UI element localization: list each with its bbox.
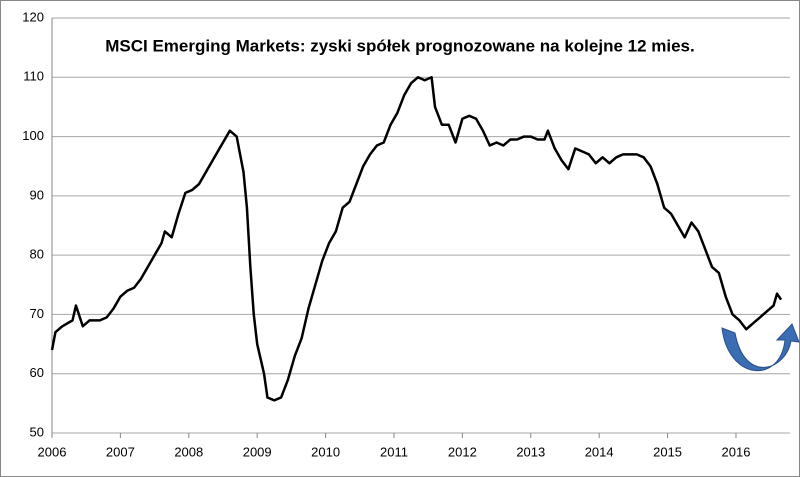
chart-title: MSCI Emerging Markets: zyski spółek prog… bbox=[105, 36, 695, 55]
plot-area: 50 60 70 80 90 100 110 120 2006 2007 2008 2009 2010 2… bbox=[22, 9, 790, 459]
x-tick-label: 2014 bbox=[585, 444, 614, 459]
x-tick-label: 2009 bbox=[243, 444, 272, 459]
x-tick-label: 2015 bbox=[653, 444, 682, 459]
line-series bbox=[50, 76, 783, 402]
arrow-icon bbox=[721, 323, 800, 372]
x-tick-label: 2012 bbox=[448, 444, 477, 459]
x-tick-label: 2008 bbox=[174, 444, 203, 459]
x-tick-label: 2007 bbox=[106, 444, 135, 459]
y-tick-label: 120 bbox=[22, 9, 44, 24]
y-tick-label: 110 bbox=[23, 69, 44, 84]
y-tick-label: 70 bbox=[30, 306, 44, 321]
y-tick-label: 50 bbox=[30, 424, 44, 439]
x-tick-label: 2010 bbox=[311, 444, 340, 459]
x-tick-label: 2011 bbox=[380, 444, 408, 459]
y-tick-label: 100 bbox=[22, 128, 44, 143]
x-tick-label: 2006 bbox=[38, 444, 67, 459]
x-tick-label: 2013 bbox=[516, 444, 545, 459]
y-tick-label: 90 bbox=[30, 187, 44, 202]
y-tick-label: 80 bbox=[30, 247, 44, 262]
y-tick-label: 60 bbox=[30, 365, 44, 380]
x-tick-label: 2016 bbox=[722, 444, 751, 459]
